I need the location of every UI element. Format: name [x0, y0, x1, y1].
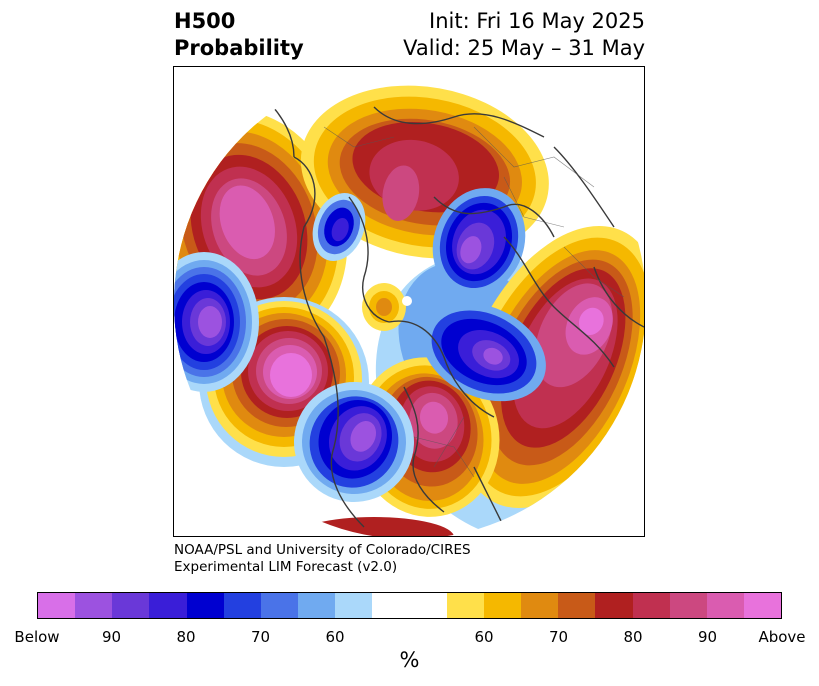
anomaly-above-pole [362, 283, 412, 331]
colorbar-segment [706, 593, 744, 618]
polar-map [173, 66, 645, 537]
colorbar-segment [521, 593, 559, 618]
colorbar-tick-label: 90 [697, 628, 718, 646]
colorbar-segment [446, 593, 484, 618]
colorbar-segment [409, 593, 447, 618]
anomaly-below-west [174, 252, 259, 392]
colorbar-tick-label: 70 [548, 628, 569, 646]
colorbar-segment [632, 593, 670, 618]
init-date: Init: Fri 16 May 2025 [429, 9, 645, 33]
credit-text: NOAA/PSL and University of Colorado/CIRE… [174, 542, 471, 576]
chart-title: H500 Probability [174, 8, 304, 62]
colorbar-tick-label: 70 [250, 628, 271, 646]
credit-line-1: NOAA/PSL and University of Colorado/CIRE… [174, 542, 471, 558]
colorbar-segment [743, 593, 782, 618]
colorbar-tick-label: Above [758, 628, 806, 646]
colorbar-segment [372, 593, 410, 618]
colorbar-segment [558, 593, 596, 618]
colorbar-segment [335, 593, 373, 618]
anomaly-above-east [457, 226, 644, 508]
colorbar-segment [149, 593, 187, 618]
anomaly-below-center [432, 188, 526, 296]
anomaly-below-south [294, 382, 414, 502]
colorbar-segment [669, 593, 707, 618]
colorbar-segment [483, 593, 522, 618]
colorbar-segment [298, 593, 336, 618]
colorbar-tick-label: 80 [623, 628, 643, 646]
colorbar-segment [223, 593, 261, 618]
valid-range: Valid: 25 May – 31 May [403, 36, 645, 60]
colorbar-segment [75, 593, 113, 618]
probability-map-svg [174, 67, 644, 536]
colorbar-segment [260, 593, 299, 618]
title-line-1: H500 [174, 9, 236, 33]
colorbar-tick-label: 90 [101, 628, 122, 646]
colorbar-segment [112, 593, 150, 618]
colorbar-ticks: Below 90 80 70 60 60 70 80 90 Above [0, 628, 819, 648]
colorbar-segment [38, 593, 76, 618]
colorbar [37, 592, 782, 619]
colorbar-tick-label: 60 [474, 628, 494, 646]
borders [323, 126, 625, 478]
colorbar-tick-label: 60 [325, 628, 345, 646]
title-line-2: Probability [174, 36, 304, 60]
colorbar-tick-label: 80 [176, 628, 196, 646]
colorbar-segment [186, 593, 224, 618]
colorbar-unit: % [399, 648, 420, 672]
anomaly-below-north-left [312, 193, 366, 261]
credit-line-2: Experimental LIM Forecast (v2.0) [174, 559, 398, 575]
forecast-dates: Init: Fri 16 May 2025 Valid: 25 May – 31… [403, 8, 645, 62]
colorbar-segment [595, 593, 633, 618]
colorbar-tick-label: Below [14, 628, 60, 646]
